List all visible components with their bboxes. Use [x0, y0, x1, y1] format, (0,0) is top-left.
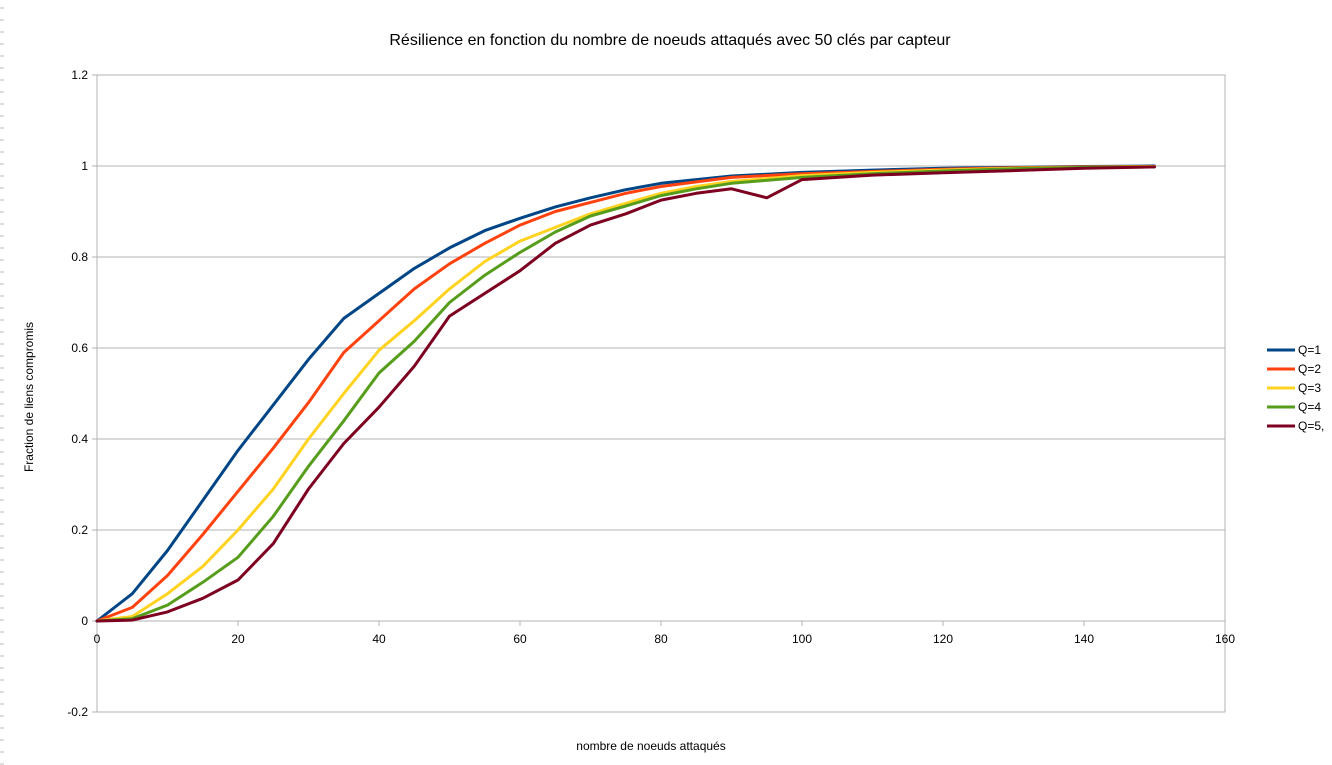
y-tick-label: 1: [81, 159, 88, 173]
x-tick-label: 140: [1074, 632, 1094, 646]
y-tick-label: 0.2: [71, 523, 88, 537]
y-tick-label: 0.4: [71, 432, 88, 446]
legend-label: Q=2: [1298, 362, 1321, 376]
y-tick-label: 0: [81, 614, 88, 628]
series-line-3: [95, 165, 1156, 623]
x-tick-label: 160: [1215, 632, 1235, 646]
series-line-1: [95, 164, 1156, 623]
legend-label: Q=4: [1298, 400, 1321, 414]
legend: Q=1 Q=2 Q=3 Q=4 Q=5,: [1267, 343, 1324, 433]
legend-label: Q=1: [1298, 343, 1321, 357]
y-axis-title: Fraction de liens compromis: [22, 322, 36, 472]
y-axis-ticks: -0.2 0 0.2 0.4 0.6 0.8 1 1.2: [67, 68, 97, 719]
x-tick-label: 80: [654, 632, 668, 646]
legend-label: Q=5,: [1298, 419, 1324, 433]
left-ruler-marks: [0, 7, 4, 765]
chart-title: Résilience en fonction du nombre de noeu…: [389, 32, 951, 49]
y-tick-label: 0.8: [71, 250, 88, 264]
series-line-2: [95, 165, 1156, 623]
y-tick-label: 0.6: [71, 341, 88, 355]
x-tick-label: 0: [94, 632, 101, 646]
x-axis-title: nombre de noeuds attaqués: [576, 739, 725, 753]
x-tick-label: 120: [933, 632, 953, 646]
series-line-4: [95, 165, 1156, 623]
x-axis-ticks: 0 20 40 60 80 100 120 140 160: [94, 621, 1235, 646]
x-tick-label: 40: [372, 632, 386, 646]
x-tick-label: 60: [513, 632, 527, 646]
series-line-5: [95, 165, 1156, 623]
legend-label: Q=3: [1298, 381, 1321, 395]
y-tick-label: -0.2: [67, 705, 88, 719]
x-tick-label: 100: [792, 632, 812, 646]
y-tick-label: 1.2: [71, 68, 88, 82]
series-lines: [95, 164, 1156, 623]
x-tick-label: 20: [231, 632, 245, 646]
